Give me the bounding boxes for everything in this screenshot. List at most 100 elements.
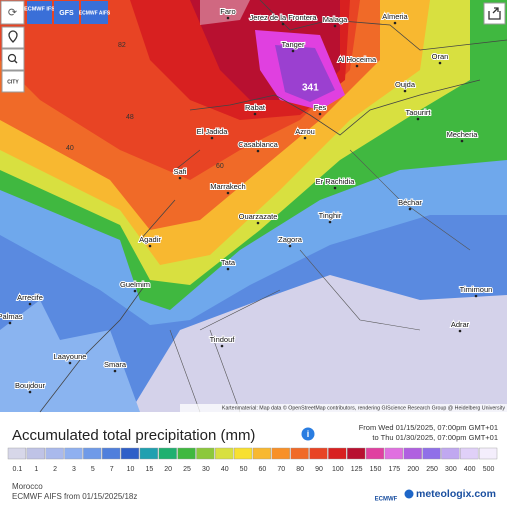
legend-swatch	[215, 447, 234, 460]
location-button[interactable]	[1, 26, 25, 49]
legend-label: 0.1	[13, 466, 23, 473]
place-dot	[303, 136, 307, 140]
share-button[interactable]	[483, 2, 506, 25]
contour-value: 40	[66, 145, 74, 152]
model-label[interactable]: GFS	[59, 10, 74, 17]
place-label: Almeria	[382, 12, 408, 21]
place-dot	[355, 64, 359, 68]
legend: 0.1 1 2 3 5 7 10 15 20 25 30 40 50 60 70 80 90 100 125 150 1…	[7, 447, 498, 473]
legend-label: 200	[407, 466, 419, 473]
map: Faro Jerez de la Frontera Malaga Almeria Ora…	[0, 0, 507, 413]
place-label: Al Hoceima	[338, 55, 377, 64]
legend-swatch	[271, 447, 290, 460]
legend-label: 25	[183, 466, 191, 473]
city-button[interactable]	[1, 70, 25, 93]
legend-swatch	[384, 447, 403, 460]
place-dot	[328, 220, 332, 224]
legend-swatch	[45, 447, 64, 460]
legend-label: 7	[110, 466, 114, 473]
place-dot	[408, 207, 412, 211]
legend-swatch	[120, 447, 140, 460]
model-run: ECMWF AIFS from 01/15/2025/18z	[12, 492, 137, 501]
legend-swatch	[177, 447, 196, 460]
legend-label: 20	[164, 466, 172, 473]
legend-swatch	[139, 447, 158, 460]
place-dot	[333, 24, 337, 28]
place-label: Casablanca	[238, 140, 278, 149]
place-dot	[403, 89, 407, 93]
legend-swatch	[365, 447, 385, 460]
place-dot	[8, 321, 12, 325]
place-dot	[256, 221, 260, 225]
legend-swatch	[64, 447, 83, 460]
place-label: Timimoun	[460, 285, 493, 294]
place-dot	[28, 302, 32, 306]
place-dot	[220, 344, 224, 348]
legend-swatch	[252, 447, 272, 460]
share-icon[interactable]	[488, 7, 501, 20]
place-label: Fes	[314, 103, 327, 112]
place-label: Guelmim	[120, 280, 150, 289]
place-dot	[133, 289, 137, 293]
legend-label: 30	[202, 466, 210, 473]
place-label: Marrakech	[210, 182, 245, 191]
place-label: Mecheria	[447, 130, 479, 139]
place-dot	[226, 16, 230, 20]
legend-swatch	[347, 447, 366, 460]
place-dot	[253, 112, 257, 116]
info-button[interactable]	[301, 427, 315, 441]
legend-label: 100	[332, 466, 344, 473]
legend-label: 10	[127, 466, 135, 473]
legend-swatch	[309, 447, 328, 460]
place-label: Faro	[220, 7, 235, 16]
place-dot	[416, 117, 420, 121]
place-dot	[458, 329, 462, 333]
toolbar: ⟳ ECMWF IFS GFS ECMWF AIFS CITY	[0, 0, 506, 93]
legend-label: 400	[464, 466, 476, 473]
city-label[interactable]: CITY	[7, 79, 19, 85]
place-label: Safi	[174, 167, 187, 176]
legend-label: 500	[483, 466, 495, 473]
zoom-button[interactable]	[1, 48, 25, 71]
place-dot	[318, 112, 322, 116]
model-button[interactable]	[54, 1, 79, 24]
reload-icon[interactable]: ⟳	[8, 7, 17, 19]
contour-value: 60	[216, 163, 224, 170]
legend-label: 300	[445, 466, 457, 473]
place-label: Tanger	[282, 40, 305, 49]
place-label: Jerez de la Frontera	[249, 13, 317, 22]
place-dot	[333, 186, 337, 190]
contour-value: 82	[118, 42, 126, 49]
pin-icon[interactable]	[8, 30, 18, 43]
legend-label: 150	[370, 466, 382, 473]
place-label: Béchar	[398, 198, 422, 207]
legend-swatch	[460, 447, 479, 460]
legend-label: 40	[221, 466, 229, 473]
place-label: El Jadida	[197, 127, 229, 136]
place-label: Azrou	[295, 127, 315, 136]
zoom-icon[interactable]	[7, 53, 17, 63]
place-dot	[474, 294, 478, 298]
legend-swatch	[478, 447, 498, 460]
legend-swatch	[83, 447, 102, 460]
date-from: From Wed 01/15/2025, 07:00pm GMT+01	[359, 423, 498, 432]
model-label[interactable]: ECMWF IFS	[24, 6, 55, 12]
place-dot	[438, 61, 442, 65]
model-button[interactable]	[27, 1, 52, 24]
legend-swatch	[290, 447, 309, 460]
legend-label: 2	[53, 466, 57, 473]
place-label: Boujdour	[15, 381, 46, 390]
model-label[interactable]: ECMWF AIFS	[79, 10, 111, 16]
reload-button[interactable]	[0, 0, 25, 25]
info-icon[interactable]: i	[307, 429, 310, 439]
legend-label: 175	[389, 466, 401, 473]
legend-swatch	[441, 447, 460, 460]
place-label: Adrar	[451, 320, 470, 329]
ecmwf-logo: ECMWF	[375, 497, 398, 503]
legend-label: 3	[72, 466, 76, 473]
place-dot	[393, 21, 397, 25]
legend-swatch	[26, 447, 45, 460]
legend-swatch	[328, 447, 347, 460]
legend-label: 125	[351, 466, 363, 473]
model-button[interactable]	[81, 1, 108, 24]
